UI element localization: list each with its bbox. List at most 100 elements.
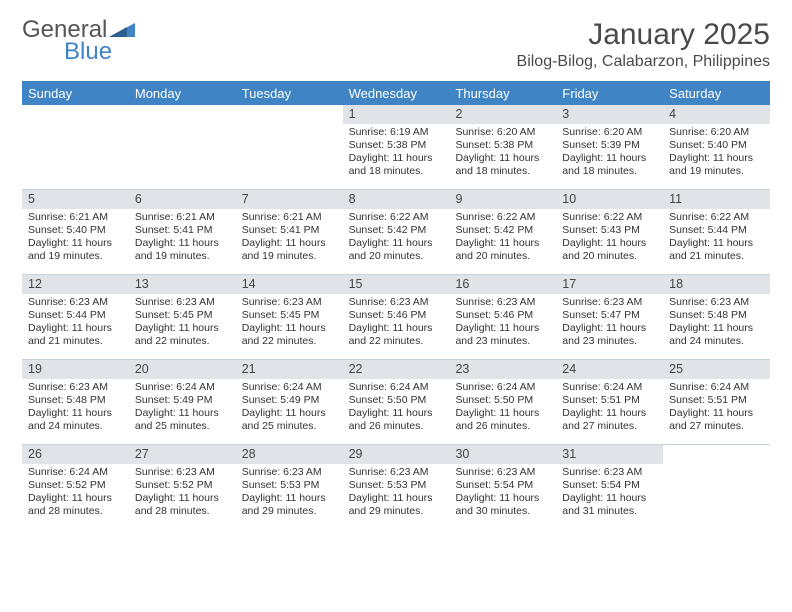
date-number: 7 — [236, 190, 343, 209]
sunset-line: Sunset: 5:54 PM — [562, 479, 657, 492]
day-body: Sunrise: 6:23 AMSunset: 5:46 PMDaylight:… — [343, 294, 450, 353]
date-number: 14 — [236, 275, 343, 294]
sunrise-line: Sunrise: 6:24 AM — [28, 466, 123, 479]
day-cell: 13Sunrise: 6:23 AMSunset: 5:45 PMDayligh… — [129, 275, 236, 359]
day-cell: 18Sunrise: 6:23 AMSunset: 5:48 PMDayligh… — [663, 275, 770, 359]
daylight-line: Daylight: 11 hours and 27 minutes. — [669, 407, 764, 433]
date-number: 2 — [449, 105, 556, 124]
day-cell: 31Sunrise: 6:23 AMSunset: 5:54 PMDayligh… — [556, 445, 663, 529]
day-body: Sunrise: 6:23 AMSunset: 5:44 PMDaylight:… — [22, 294, 129, 353]
sunrise-line: Sunrise: 6:24 AM — [455, 381, 550, 394]
day-body: Sunrise: 6:24 AMSunset: 5:51 PMDaylight:… — [663, 379, 770, 438]
day-cell: 25Sunrise: 6:24 AMSunset: 5:51 PMDayligh… — [663, 360, 770, 444]
weekday-label: Sunday — [22, 81, 129, 105]
daylight-line: Daylight: 11 hours and 19 minutes. — [669, 152, 764, 178]
daylight-line: Daylight: 11 hours and 21 minutes. — [28, 322, 123, 348]
date-number: 15 — [343, 275, 450, 294]
sunset-line: Sunset: 5:38 PM — [349, 139, 444, 152]
date-number: 26 — [22, 445, 129, 464]
calendar: SundayMondayTuesdayWednesdayThursdayFrid… — [22, 81, 770, 529]
sunrise-line: Sunrise: 6:24 AM — [349, 381, 444, 394]
day-body: Sunrise: 6:24 AMSunset: 5:49 PMDaylight:… — [129, 379, 236, 438]
sunset-line: Sunset: 5:51 PM — [669, 394, 764, 407]
day-body: Sunrise: 6:21 AMSunset: 5:40 PMDaylight:… — [22, 209, 129, 268]
sunset-line: Sunset: 5:50 PM — [455, 394, 550, 407]
weekday-label: Friday — [556, 81, 663, 105]
date-number: 30 — [449, 445, 556, 464]
day-cell: 6Sunrise: 6:21 AMSunset: 5:41 PMDaylight… — [129, 190, 236, 274]
sunrise-line: Sunrise: 6:22 AM — [562, 211, 657, 224]
location: Bilog-Bilog, Calabarzon, Philippines — [517, 53, 770, 71]
sunrise-line: Sunrise: 6:21 AM — [135, 211, 230, 224]
day-cell — [129, 105, 236, 189]
day-body: Sunrise: 6:23 AMSunset: 5:48 PMDaylight:… — [22, 379, 129, 438]
date-number: 21 — [236, 360, 343, 379]
day-cell: 7Sunrise: 6:21 AMSunset: 5:41 PMDaylight… — [236, 190, 343, 274]
weekday-label: Tuesday — [236, 81, 343, 105]
sunrise-line: Sunrise: 6:23 AM — [242, 466, 337, 479]
date-number: 6 — [129, 190, 236, 209]
day-cell: 1Sunrise: 6:19 AMSunset: 5:38 PMDaylight… — [343, 105, 450, 189]
sunrise-line: Sunrise: 6:21 AM — [242, 211, 337, 224]
daylight-line: Daylight: 11 hours and 28 minutes. — [28, 492, 123, 518]
day-body: Sunrise: 6:23 AMSunset: 5:47 PMDaylight:… — [556, 294, 663, 353]
date-number: 12 — [22, 275, 129, 294]
date-number: 28 — [236, 445, 343, 464]
day-cell: 4Sunrise: 6:20 AMSunset: 5:40 PMDaylight… — [663, 105, 770, 189]
daylight-line: Daylight: 11 hours and 24 minutes. — [669, 322, 764, 348]
sunset-line: Sunset: 5:40 PM — [669, 139, 764, 152]
sunset-line: Sunset: 5:52 PM — [28, 479, 123, 492]
day-cell: 9Sunrise: 6:22 AMSunset: 5:42 PMDaylight… — [449, 190, 556, 274]
week-row: 1Sunrise: 6:19 AMSunset: 5:38 PMDaylight… — [22, 105, 770, 189]
sunrise-line: Sunrise: 6:23 AM — [135, 296, 230, 309]
sunrise-line: Sunrise: 6:24 AM — [669, 381, 764, 394]
day-cell: 2Sunrise: 6:20 AMSunset: 5:38 PMDaylight… — [449, 105, 556, 189]
title-block: January 2025 Bilog-Bilog, Calabarzon, Ph… — [517, 18, 770, 71]
daylight-line: Daylight: 11 hours and 18 minutes. — [455, 152, 550, 178]
daylight-line: Daylight: 11 hours and 22 minutes. — [135, 322, 230, 348]
date-number: 19 — [22, 360, 129, 379]
daylight-line: Daylight: 11 hours and 20 minutes. — [349, 237, 444, 263]
sunrise-line: Sunrise: 6:22 AM — [455, 211, 550, 224]
day-body: Sunrise: 6:24 AMSunset: 5:51 PMDaylight:… — [556, 379, 663, 438]
sunset-line: Sunset: 5:47 PM — [562, 309, 657, 322]
day-cell: 30Sunrise: 6:23 AMSunset: 5:54 PMDayligh… — [449, 445, 556, 529]
daylight-line: Daylight: 11 hours and 29 minutes. — [349, 492, 444, 518]
day-cell: 27Sunrise: 6:23 AMSunset: 5:52 PMDayligh… — [129, 445, 236, 529]
date-number: 25 — [663, 360, 770, 379]
day-cell: 28Sunrise: 6:23 AMSunset: 5:53 PMDayligh… — [236, 445, 343, 529]
day-body: Sunrise: 6:23 AMSunset: 5:48 PMDaylight:… — [663, 294, 770, 353]
sunrise-line: Sunrise: 6:24 AM — [135, 381, 230, 394]
weeks: 1Sunrise: 6:19 AMSunset: 5:38 PMDaylight… — [22, 105, 770, 529]
daylight-line: Daylight: 11 hours and 25 minutes. — [242, 407, 337, 433]
day-cell: 22Sunrise: 6:24 AMSunset: 5:50 PMDayligh… — [343, 360, 450, 444]
week-row: 12Sunrise: 6:23 AMSunset: 5:44 PMDayligh… — [22, 274, 770, 359]
day-body: Sunrise: 6:20 AMSunset: 5:38 PMDaylight:… — [449, 124, 556, 183]
day-cell: 3Sunrise: 6:20 AMSunset: 5:39 PMDaylight… — [556, 105, 663, 189]
sunset-line: Sunset: 5:53 PM — [242, 479, 337, 492]
daylight-line: Daylight: 11 hours and 27 minutes. — [562, 407, 657, 433]
date-number: 3 — [556, 105, 663, 124]
sunrise-line: Sunrise: 6:23 AM — [28, 381, 123, 394]
daylight-line: Daylight: 11 hours and 19 minutes. — [135, 237, 230, 263]
day-body: Sunrise: 6:20 AMSunset: 5:39 PMDaylight:… — [556, 124, 663, 183]
sunset-line: Sunset: 5:41 PM — [242, 224, 337, 237]
sunset-line: Sunset: 5:40 PM — [28, 224, 123, 237]
day-body: Sunrise: 6:20 AMSunset: 5:40 PMDaylight:… — [663, 124, 770, 183]
header: General Blue January 2025 Bilog-Bilog, C… — [22, 18, 770, 71]
sunset-line: Sunset: 5:44 PM — [669, 224, 764, 237]
day-body: Sunrise: 6:23 AMSunset: 5:53 PMDaylight:… — [236, 464, 343, 523]
logo-text: General Blue — [22, 18, 135, 64]
sunset-line: Sunset: 5:49 PM — [242, 394, 337, 407]
week-row: 19Sunrise: 6:23 AMSunset: 5:48 PMDayligh… — [22, 359, 770, 444]
sunset-line: Sunset: 5:48 PM — [669, 309, 764, 322]
daylight-line: Daylight: 11 hours and 25 minutes. — [135, 407, 230, 433]
day-body: Sunrise: 6:24 AMSunset: 5:50 PMDaylight:… — [343, 379, 450, 438]
sunset-line: Sunset: 5:46 PM — [349, 309, 444, 322]
date-number: 31 — [556, 445, 663, 464]
day-body: Sunrise: 6:24 AMSunset: 5:49 PMDaylight:… — [236, 379, 343, 438]
date-number: 16 — [449, 275, 556, 294]
sunrise-line: Sunrise: 6:21 AM — [28, 211, 123, 224]
day-cell: 14Sunrise: 6:23 AMSunset: 5:45 PMDayligh… — [236, 275, 343, 359]
day-cell: 12Sunrise: 6:23 AMSunset: 5:44 PMDayligh… — [22, 275, 129, 359]
